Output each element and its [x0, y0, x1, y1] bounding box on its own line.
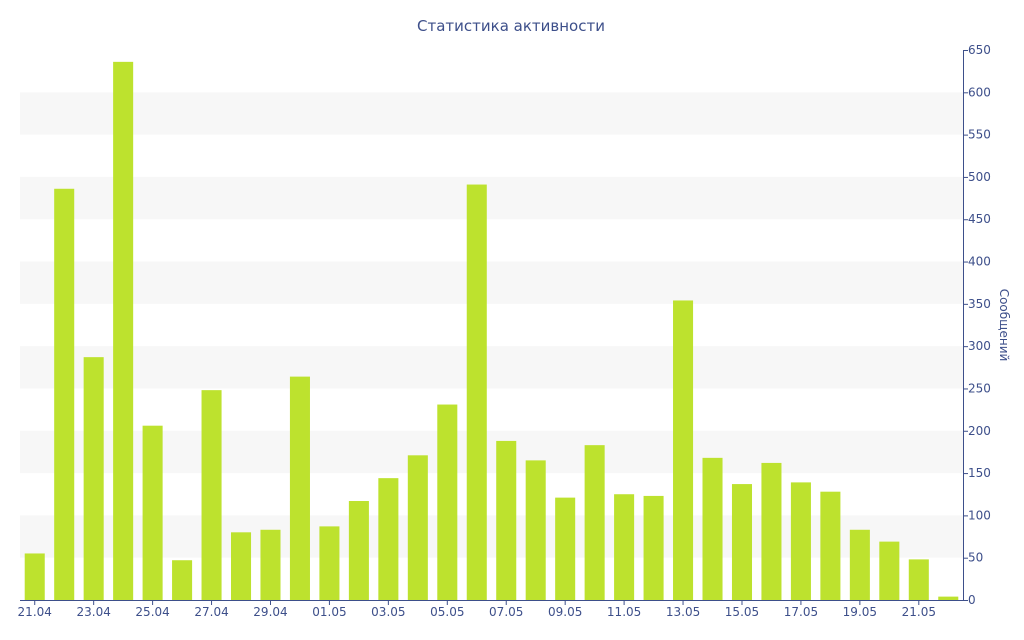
y-tick-label: 500 [968, 170, 991, 184]
bar-07.05 [496, 440, 517, 600]
bar-27.04 [201, 390, 222, 600]
bar-21.05 [908, 559, 929, 600]
bar-22.05 [938, 596, 959, 600]
grid-band [20, 261, 963, 304]
y-tick-label: 100 [968, 508, 991, 522]
bar-06.05 [466, 184, 487, 601]
x-tick-label: 13.05 [666, 605, 700, 619]
bar-28.04 [231, 532, 252, 600]
bar-15.05 [731, 484, 753, 600]
y-tick-label: 600 [968, 85, 991, 99]
x-tick-label: 17.05 [784, 605, 818, 619]
x-tick-label: 25.04 [135, 605, 169, 619]
bar-24.04 [113, 61, 134, 601]
grid-bands [20, 92, 963, 558]
y-tick-label: 450 [968, 212, 991, 226]
x-tick-label: 01.05 [312, 605, 346, 619]
x-tick-label: 09.05 [548, 605, 582, 619]
y-tick-label: 350 [968, 297, 991, 311]
y-tick-label: 150 [968, 466, 991, 480]
bar-19.05 [849, 529, 870, 600]
bar-26.04 [172, 560, 193, 600]
bar-05.05 [437, 404, 458, 600]
x-tick-label: 03.05 [371, 605, 405, 619]
y-tick-label: 550 [968, 128, 991, 142]
x-axis-ticks: 21.04 23.04 25.04 27.04 29.04 01.05 03.05 05.05… [18, 600, 936, 619]
y-tick-label: 200 [968, 424, 991, 438]
bars [24, 61, 959, 601]
x-tick-label: 21.04 [18, 605, 52, 619]
bar-29.04 [260, 529, 281, 600]
y-tick-label: 650 [968, 43, 991, 57]
bar-20.05 [879, 541, 900, 600]
y-tick-label: 250 [968, 381, 991, 395]
bar-04.05 [407, 455, 428, 600]
bar-16.05 [761, 462, 782, 600]
bar-25.04 [142, 425, 163, 600]
y-tick-label: 0 [968, 593, 976, 607]
bar-13.05 [673, 300, 694, 600]
grid-band [20, 176, 963, 220]
x-tick-label: 07.05 [489, 605, 523, 619]
x-tick-label: 05.05 [430, 605, 464, 619]
x-tick-label: 23.04 [76, 605, 110, 619]
x-tick-label: 11.05 [607, 605, 641, 619]
y-tick-label: 50 [968, 551, 983, 565]
chart-title: Статистика активности [417, 17, 605, 35]
y-tick-label: 300 [968, 339, 991, 353]
grid-band [20, 430, 963, 474]
x-tick-label: 27.04 [194, 605, 228, 619]
grid-band [20, 92, 963, 135]
x-tick-label: 19.05 [843, 605, 877, 619]
x-tick-label: 15.05 [725, 605, 759, 619]
bar-21.04 [24, 553, 45, 600]
bar-01.05 [319, 526, 340, 600]
bar-10.05 [584, 445, 605, 600]
bar-18.05 [820, 491, 841, 600]
y-tick-label: 400 [968, 255, 991, 269]
bar-14.05 [702, 457, 723, 600]
y-axis-label: Сообщений [997, 289, 1011, 362]
bar-17.05 [790, 482, 811, 600]
bar-22.04 [54, 188, 75, 600]
bar-03.05 [378, 478, 399, 600]
bar-12.05 [643, 495, 664, 600]
bar-02.05 [348, 501, 369, 600]
bar-11.05 [614, 494, 635, 600]
bar-30.04 [289, 376, 310, 600]
bar-08.05 [525, 460, 546, 600]
grid-band [20, 346, 963, 389]
y-axis-ticks: 0 50 100 150 200 250 300 350 400 450 500 550 600 650 [963, 43, 991, 607]
bar-23.04 [83, 357, 104, 600]
x-tick-label: 21.05 [902, 605, 936, 619]
bar-09.05 [555, 497, 576, 600]
x-tick-label: 29.04 [253, 605, 287, 619]
